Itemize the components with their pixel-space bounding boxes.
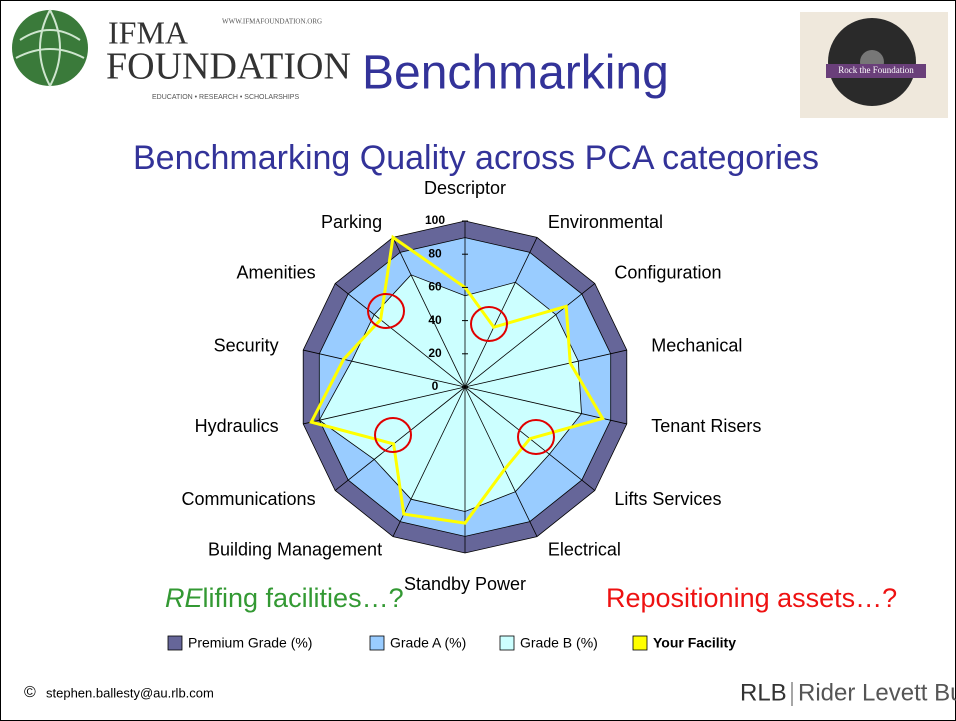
category-label: Tenant Risers: [651, 416, 761, 436]
highlight-circles: [367, 293, 555, 455]
category-label: Standby Power: [404, 574, 526, 594]
tick-label: 40: [428, 313, 442, 327]
spoke: [303, 386, 466, 425]
email: stephen.ballesty@au.rlb.com: [46, 685, 214, 700]
logo-tagline: EDUCATION • RESEARCH • SCHOLARSHIPS: [152, 94, 299, 101]
badge-text: Rock the Foundation: [838, 65, 914, 75]
category-label: Parking: [321, 212, 382, 232]
tick-label: 60: [428, 280, 442, 294]
legend-label: Premium Grade (%): [188, 635, 312, 651]
tick-label: 100: [425, 213, 445, 227]
badge-image: [800, 12, 948, 118]
annotation-italic: RE: [165, 583, 203, 613]
tick-label: 20: [428, 346, 442, 360]
category-label: Amenities: [237, 262, 316, 282]
category-label: Descriptor: [424, 178, 506, 198]
legend-swatch: [632, 635, 648, 651]
spoke: [334, 386, 466, 491]
spoke: [464, 349, 627, 388]
category-label: Hydraulics: [195, 416, 279, 436]
category-label: Communications: [182, 489, 316, 509]
category-label: Environmental: [548, 212, 663, 232]
logo-name: FOUNDATION: [106, 46, 351, 88]
category-label: Configuration: [614, 262, 721, 282]
legend-swatch: [369, 635, 385, 651]
spoke: [303, 349, 466, 388]
category-label: Mechanical: [651, 335, 742, 355]
chart-title: Benchmarking Quality across PCA categori…: [133, 139, 819, 177]
category-label: Electrical: [548, 540, 621, 560]
facility-line: [309, 234, 605, 525]
spoke: [334, 283, 466, 388]
brand: RLB: [740, 679, 787, 706]
legend-label: Grade A (%): [390, 635, 466, 651]
company: Rider Levett Bucknall: [798, 679, 956, 706]
copyright: ©: [24, 684, 36, 701]
category-label: Building Management: [208, 540, 382, 560]
tick-label: 0: [432, 379, 439, 393]
annotation-left: RElifing facilities…?: [165, 583, 404, 613]
legend-label: Your Facility: [653, 635, 736, 651]
category-label: Security: [214, 335, 279, 355]
spoke: [392, 237, 466, 388]
annotation-rest: lifing facilities…?: [203, 583, 404, 613]
annotation-right: Repositioning assets…?: [606, 583, 897, 613]
spoke: [464, 386, 538, 537]
tick-label: 80: [428, 246, 442, 260]
logo-url: WWW.IFMAFOUNDATION.ORG: [222, 18, 322, 26]
spoke: [392, 386, 466, 537]
legend: Premium Grade (%) Grade A (%) Grade B (%) Y…: [167, 635, 736, 651]
slide-title: Benchmarking: [362, 47, 669, 100]
radar-chart: 0 20 40 60 80 100 Descriptor Environmental Confi…: [182, 178, 762, 594]
spoke: [464, 283, 596, 388]
legend-swatch: [167, 635, 183, 651]
category-label: Lifts Services: [614, 489, 721, 509]
logo-name: IFMA: [108, 14, 188, 50]
legend-label: Grade B (%): [520, 635, 598, 651]
logo-globe: [12, 9, 88, 87]
legend-swatch: [499, 635, 515, 651]
